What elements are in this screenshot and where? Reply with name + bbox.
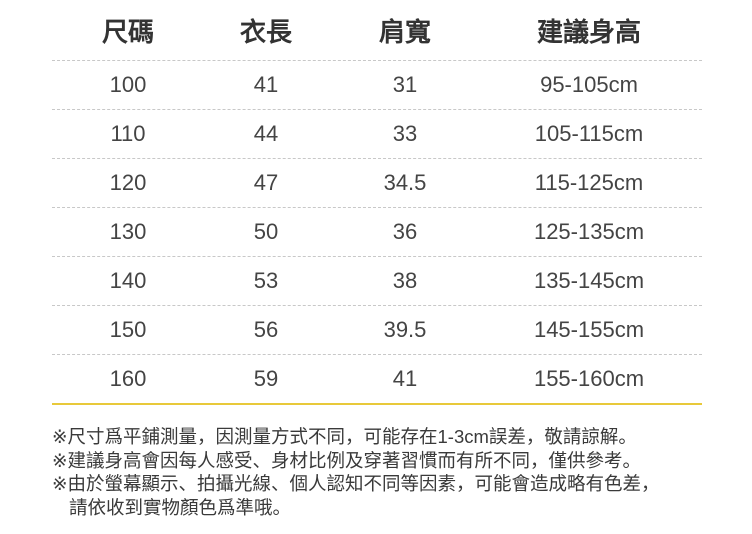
shoulder-cell: 38 <box>392 268 418 293</box>
height-cell: 95-105cm <box>540 72 638 97</box>
length-cell: 47 <box>253 170 279 195</box>
length-cell: 44 <box>253 121 279 146</box>
size-cell: 150 <box>109 317 147 342</box>
table-row: 130 50 36 125-135cm <box>52 208 702 257</box>
shoulder-cell: 39.5 <box>383 317 427 342</box>
shoulder-cell: 41 <box>392 366 418 391</box>
height-cell: 115-125cm <box>534 170 644 195</box>
table-row: 120 47 34.5 115-125cm <box>52 159 702 208</box>
header-height: 建議身高 <box>536 16 641 47</box>
size-cell: 160 <box>109 366 147 391</box>
size-cell: 100 <box>109 72 147 97</box>
notes: ※尺寸爲平鋪測量，因測量方式不同，可能存在1-3cm誤差，敬請諒解。 ※建議身高… <box>52 425 660 519</box>
table-row: 140 53 38 135-145cm <box>52 257 702 306</box>
size-cell: 140 <box>109 268 147 293</box>
table-row: 100 41 31 95-105cm <box>52 61 702 110</box>
table-row: 150 56 39.5 145-155cm <box>52 306 702 355</box>
height-cell: 105-115cm <box>534 121 644 146</box>
size-cell: 110 <box>110 121 146 146</box>
header-size: 尺碼 <box>101 16 154 47</box>
note-1: ※尺寸爲平鋪測量，因測量方式不同，可能存在1-3cm誤差，敬請諒解。 <box>52 426 637 447</box>
shoulder-cell: 36 <box>392 219 418 244</box>
length-cell: 53 <box>253 268 279 293</box>
table-row: 160 59 41 155-160cm <box>52 355 702 405</box>
shoulder-cell: 33 <box>392 121 418 146</box>
shoulder-cell: 31 <box>392 72 418 97</box>
length-cell: 50 <box>253 219 279 244</box>
height-cell: 155-160cm <box>533 366 645 391</box>
size-cell: 120 <box>109 170 147 195</box>
height-cell: 135-145cm <box>533 268 645 293</box>
header-length: 衣長 <box>239 16 292 47</box>
height-cell: 145-155cm <box>533 317 645 342</box>
note-2: ※建議身高會因每人感受、身材比例及穿著習慣而有所不同，僅供參考。 <box>52 449 642 471</box>
size-cell: 130 <box>109 219 147 244</box>
length-cell: 59 <box>253 366 279 391</box>
table-row: 110 44 33 105-115cm <box>52 110 702 159</box>
height-cell: 125-135cm <box>533 219 645 244</box>
table-header: 尺碼 衣長 肩寬 建議身高 <box>52 0 702 61</box>
header-shoulder: 肩寬 <box>378 16 431 47</box>
shoulder-cell: 34.5 <box>383 170 427 195</box>
note-3: ※由於螢幕顯示、拍攝光線、個人認知不同等因素，可能會造成略有色差， <box>52 473 660 494</box>
length-cell: 56 <box>253 317 279 342</box>
note-3-cont: 請依收到實物顏色爲準哦。 <box>69 496 292 518</box>
size-chart-table: 尺碼 衣長 肩寬 建議身高 100 41 31 95-105cm 110 44 33 105-… <box>52 0 702 405</box>
length-cell: 41 <box>253 72 279 97</box>
